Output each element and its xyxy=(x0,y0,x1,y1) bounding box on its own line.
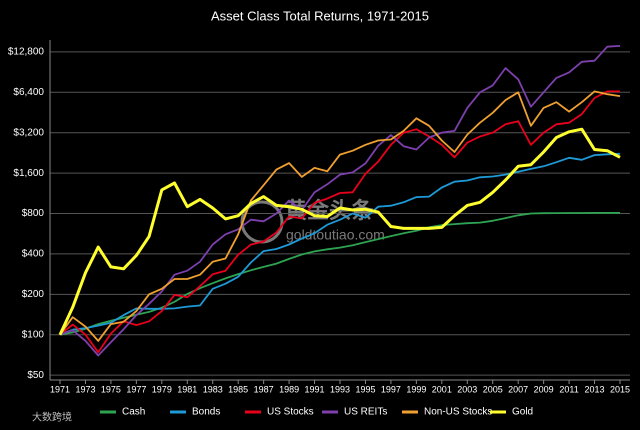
y-tick-label: $100 xyxy=(22,329,45,340)
legend-label: Gold xyxy=(512,407,533,418)
x-tick-label: 1979 xyxy=(152,384,172,394)
legend-label: US Stocks xyxy=(267,407,314,418)
x-tick-label: 1989 xyxy=(279,384,299,394)
legend-label: Bonds xyxy=(192,407,220,418)
y-tick-label: $12,800 xyxy=(8,47,45,58)
x-tick-label: 1973 xyxy=(75,384,95,394)
x-tick-label: 2013 xyxy=(585,384,605,394)
y-tick-label: $3,200 xyxy=(13,127,44,138)
legend-item: Cash xyxy=(100,407,145,418)
x-tick-label: 1991 xyxy=(305,384,325,394)
series-line xyxy=(59,152,621,336)
x-tick-label: 1985 xyxy=(228,384,248,394)
x-tick-label: 1977 xyxy=(126,384,146,394)
y-tick-label: $400 xyxy=(22,249,45,260)
corner-watermark: 大数跨境 xyxy=(32,411,72,424)
legend-item: Bonds xyxy=(170,407,220,418)
x-tick-label: 2015 xyxy=(610,384,630,394)
x-tick-label: 1987 xyxy=(254,384,274,394)
x-tick-label: 2001 xyxy=(432,384,452,394)
x-tick-label: 2005 xyxy=(483,384,503,394)
y-tick-label: $1,600 xyxy=(13,168,44,179)
series-line xyxy=(59,90,621,342)
x-tick-label: 2011 xyxy=(559,384,578,394)
legend-item: Non-US Stocks xyxy=(402,407,492,418)
chart-title: Asset Class Total Returns, 1971-2015 xyxy=(211,8,429,23)
series-line xyxy=(58,127,621,336)
series-line xyxy=(59,90,620,354)
x-tick-label: 1981 xyxy=(177,384,197,394)
x-tick-label: 1971 xyxy=(50,384,70,394)
legend-label: US REITs xyxy=(344,407,387,418)
watermark-url: goldtoutiao.com xyxy=(286,227,385,243)
y-tick-label: $200 xyxy=(22,289,45,300)
x-tick-label: 1993 xyxy=(330,384,350,394)
x-tick-label: 2007 xyxy=(508,384,528,394)
x-tick-label: 1975 xyxy=(101,384,121,394)
y-tick-label: $6,400 xyxy=(13,87,44,98)
x-tick-label: 2003 xyxy=(457,384,477,394)
legend-label: Cash xyxy=(122,407,145,418)
x-tick-label: 1983 xyxy=(203,384,223,394)
series-line xyxy=(59,45,621,357)
y-tick-label: $50 xyxy=(27,370,44,381)
legend-item: US Stocks xyxy=(245,407,314,418)
x-tick-label: 1999 xyxy=(406,384,426,394)
y-tick-label: $800 xyxy=(22,208,45,219)
x-tick-label: 1997 xyxy=(381,384,401,394)
x-tick-label: 1995 xyxy=(355,384,375,394)
legend-item: US REITs xyxy=(322,407,387,418)
legend-item: Gold xyxy=(490,407,533,418)
series-line xyxy=(59,212,620,336)
x-tick-label: 2009 xyxy=(534,384,554,394)
legend-label: Non-US Stocks xyxy=(424,407,492,418)
